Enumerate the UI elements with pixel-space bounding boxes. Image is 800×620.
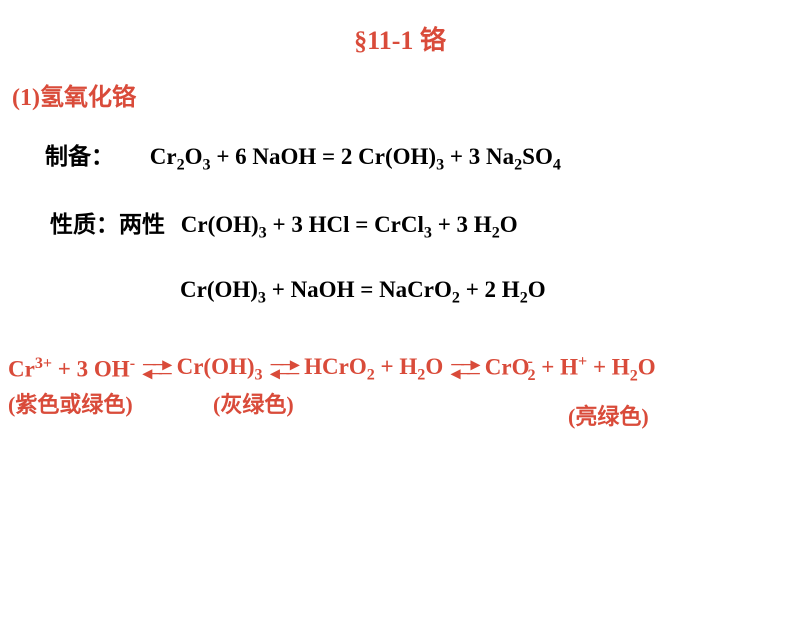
eq-sub: 2 xyxy=(367,366,375,383)
arrow-left: ◂── xyxy=(451,369,477,378)
color-label-1: (紫色或绿色) xyxy=(8,387,133,419)
eq-text: + H xyxy=(536,354,579,379)
eq-sup: 3+ xyxy=(35,355,52,372)
preparation-row: 制备： Cr2O3 + 6 NaOH = 2 Cr(OH)3 + 3 Na2SO… xyxy=(45,137,800,175)
species-2: Cr(OH)3 xyxy=(177,354,263,385)
eq-sub: 2 xyxy=(452,290,460,307)
eq-sub: 3 xyxy=(255,366,263,383)
eq-text: + 3 Na xyxy=(444,144,514,169)
eq-sub: 3 xyxy=(203,157,211,174)
eq-text: O xyxy=(425,354,443,379)
equilibrium-arrow-icon: ──▸ ◂── xyxy=(451,360,477,378)
eq-text: Cr xyxy=(150,144,177,169)
eq-text: + 6 NaOH = 2 Cr(OH) xyxy=(211,144,437,169)
eq-sub: 2 xyxy=(527,369,535,383)
eq-text: + 3 OH xyxy=(52,357,130,382)
eq-text: O xyxy=(528,277,546,302)
property-row: 性质：两性 Cr(OH)3 + 3 HCl = CrCl3 + 3 H2O xyxy=(50,205,800,243)
eq-sub: 2 xyxy=(520,290,528,307)
eq-text: Cr(OH) xyxy=(177,354,255,379)
preparation-equation: Cr2O3 + 6 NaOH = 2 Cr(OH)3 + 3 Na2SO4 xyxy=(150,144,561,175)
eq-text: + H xyxy=(375,354,418,379)
eq-sub: 3 xyxy=(259,224,267,241)
eq-text: Cr(OH) xyxy=(180,277,258,302)
eq-text: + NaOH = NaCrO xyxy=(266,277,452,302)
eq-text: + 3 HCl = CrCl xyxy=(267,212,424,237)
eq-text: O xyxy=(500,212,518,237)
color-label-3: (亮绿色) xyxy=(568,399,649,431)
eq-text: + H xyxy=(587,354,630,379)
eq-text: Cr xyxy=(8,357,35,382)
equilibrium-arrow-icon: ──▸ ◂── xyxy=(143,360,169,378)
eq-sub: 2 xyxy=(514,157,522,174)
property-equation-2: Cr(OH)3 + NaOH = NaCrO2 + 2 H2O xyxy=(180,277,800,308)
arrow-left: ◂── xyxy=(271,369,297,378)
eq-sup: + xyxy=(578,353,587,370)
eq-text: O xyxy=(638,354,656,379)
species-1: Cr3+ + 3 OH- xyxy=(8,355,135,383)
color-annotations: (紫色或绿色) (灰绿色) (亮绿色) xyxy=(8,387,800,417)
page-title: §11-1 铬 xyxy=(0,20,800,57)
eq-sub: 2 xyxy=(630,367,638,384)
eq-sub: 3 xyxy=(424,224,432,241)
eq-sub: 4 xyxy=(553,157,561,174)
eq-text: HCrO xyxy=(304,354,367,379)
equilibrium-arrow-icon: ──▸ ◂── xyxy=(271,360,297,378)
species-4: CrO-2 + H+ + H2O xyxy=(485,353,656,385)
eq-text: O xyxy=(185,144,203,169)
species-3: HCrO2 + H2O xyxy=(304,354,443,385)
eq-sub: 3 xyxy=(436,157,444,174)
equilibrium-equation: Cr3+ + 3 OH- ──▸ ◂── Cr(OH)3 ──▸ ◂── HCr… xyxy=(8,353,800,385)
eq-text: Cr(OH) xyxy=(181,212,259,237)
eq-sub: 2 xyxy=(492,224,500,241)
eq-text: + 2 H xyxy=(460,277,520,302)
eq-sup: - xyxy=(130,355,135,372)
eq-supsub: -2 xyxy=(527,355,535,384)
eq-text: SO xyxy=(522,144,553,169)
property-equation-1: Cr(OH)3 + 3 HCl = CrCl3 + 3 H2O xyxy=(181,212,518,243)
arrow-left: ◂── xyxy=(143,369,169,378)
preparation-label: 制备： xyxy=(45,137,114,171)
section-header: (1)氢氧化铬 xyxy=(12,77,800,112)
eq-sub: 2 xyxy=(177,157,185,174)
eq-text: CrO xyxy=(485,354,530,379)
color-label-2: (灰绿色) xyxy=(213,387,294,419)
eq-sub: 3 xyxy=(258,290,266,307)
property-label: 性质：两性 xyxy=(50,205,165,239)
eq-text: + 3 H xyxy=(432,212,492,237)
